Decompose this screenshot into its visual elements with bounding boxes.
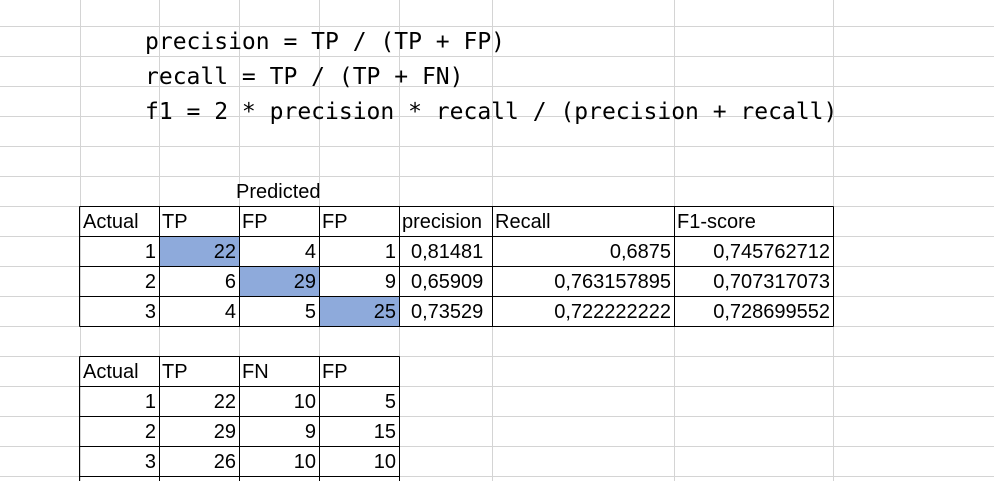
t1-header-fp-2[interactable]: FP [322, 211, 348, 233]
predicted-header: Predicted [236, 181, 321, 203]
t1-cell[interactable]: 0,65909 [411, 271, 484, 293]
t2-cell[interactable]: 9 [304, 421, 316, 443]
t1-cell-highlighted[interactable]: 29 [239, 267, 319, 297]
t1-header-f1score[interactable]: F1-score [677, 211, 756, 233]
t2-header-tp[interactable]: TP [162, 361, 188, 383]
t2-cell[interactable]: 1 [144, 391, 156, 413]
formula-precision: precision = TP / (TP + FP) [145, 29, 506, 55]
t2-cell[interactable]: 10 [293, 391, 316, 413]
t2-cell[interactable]: 3 [144, 451, 156, 473]
t1-cell[interactable]: 3 [144, 301, 156, 323]
t2-cell[interactable]: 2 [144, 421, 156, 443]
t1-cell[interactable]: 9 [384, 271, 396, 293]
t1-header-precision[interactable]: precision [402, 211, 483, 233]
t1-cell[interactable]: 4 [224, 301, 236, 323]
t2-cell[interactable]: 10 [373, 451, 396, 473]
t1-cell[interactable]: 5 [304, 301, 316, 323]
formula-f1: f1 = 2 * precision * recall / (precision… [145, 99, 838, 125]
t1-cell[interactable]: 6 [224, 271, 236, 293]
t1-header-actual[interactable]: Actual [83, 211, 139, 233]
t2-cell[interactable]: 29 [213, 421, 236, 443]
t1-cell[interactable]: 1 [384, 241, 396, 263]
t1-cell-highlighted[interactable]: 25 [319, 297, 399, 327]
t1-cell[interactable]: 0,728699552 [713, 301, 830, 323]
t1-cell-highlighted[interactable]: 22 [159, 237, 239, 267]
t1-cell[interactable]: 0,81481 [411, 241, 484, 263]
t1-cell[interactable]: 1 [144, 241, 156, 263]
t1-header-recall[interactable]: Recall [495, 211, 551, 233]
t2-cell[interactable]: 10 [293, 451, 316, 473]
formula-recall: recall = TP / (TP + FN) [145, 64, 464, 90]
t1-cell[interactable]: 0,707317073 [713, 271, 830, 293]
t2-cell[interactable]: 5 [384, 391, 396, 413]
t2-header-fn[interactable]: FN [242, 361, 269, 383]
t1-cell[interactable]: 0,6875 [609, 241, 671, 263]
t1-header-tp[interactable]: TP [162, 211, 188, 233]
t1-cell[interactable]: 0,722222222 [554, 301, 671, 323]
t1-header-fp[interactable]: FP [242, 211, 268, 233]
t2-cell[interactable]: 26 [213, 451, 236, 473]
t1-cell[interactable]: 0,745762712 [713, 241, 830, 263]
t1-cell[interactable]: 2 [144, 271, 156, 293]
t2-cell[interactable]: 22 [213, 391, 236, 413]
t2-cell[interactable]: 15 [373, 421, 396, 443]
t2-header-fp[interactable]: FP [322, 361, 348, 383]
t1-cell[interactable]: 0,73529 [411, 301, 484, 323]
t1-cell[interactable]: 0,763157895 [554, 271, 671, 293]
t2-header-actual[interactable]: Actual [83, 361, 139, 383]
t1-cell[interactable]: 4 [304, 241, 316, 263]
